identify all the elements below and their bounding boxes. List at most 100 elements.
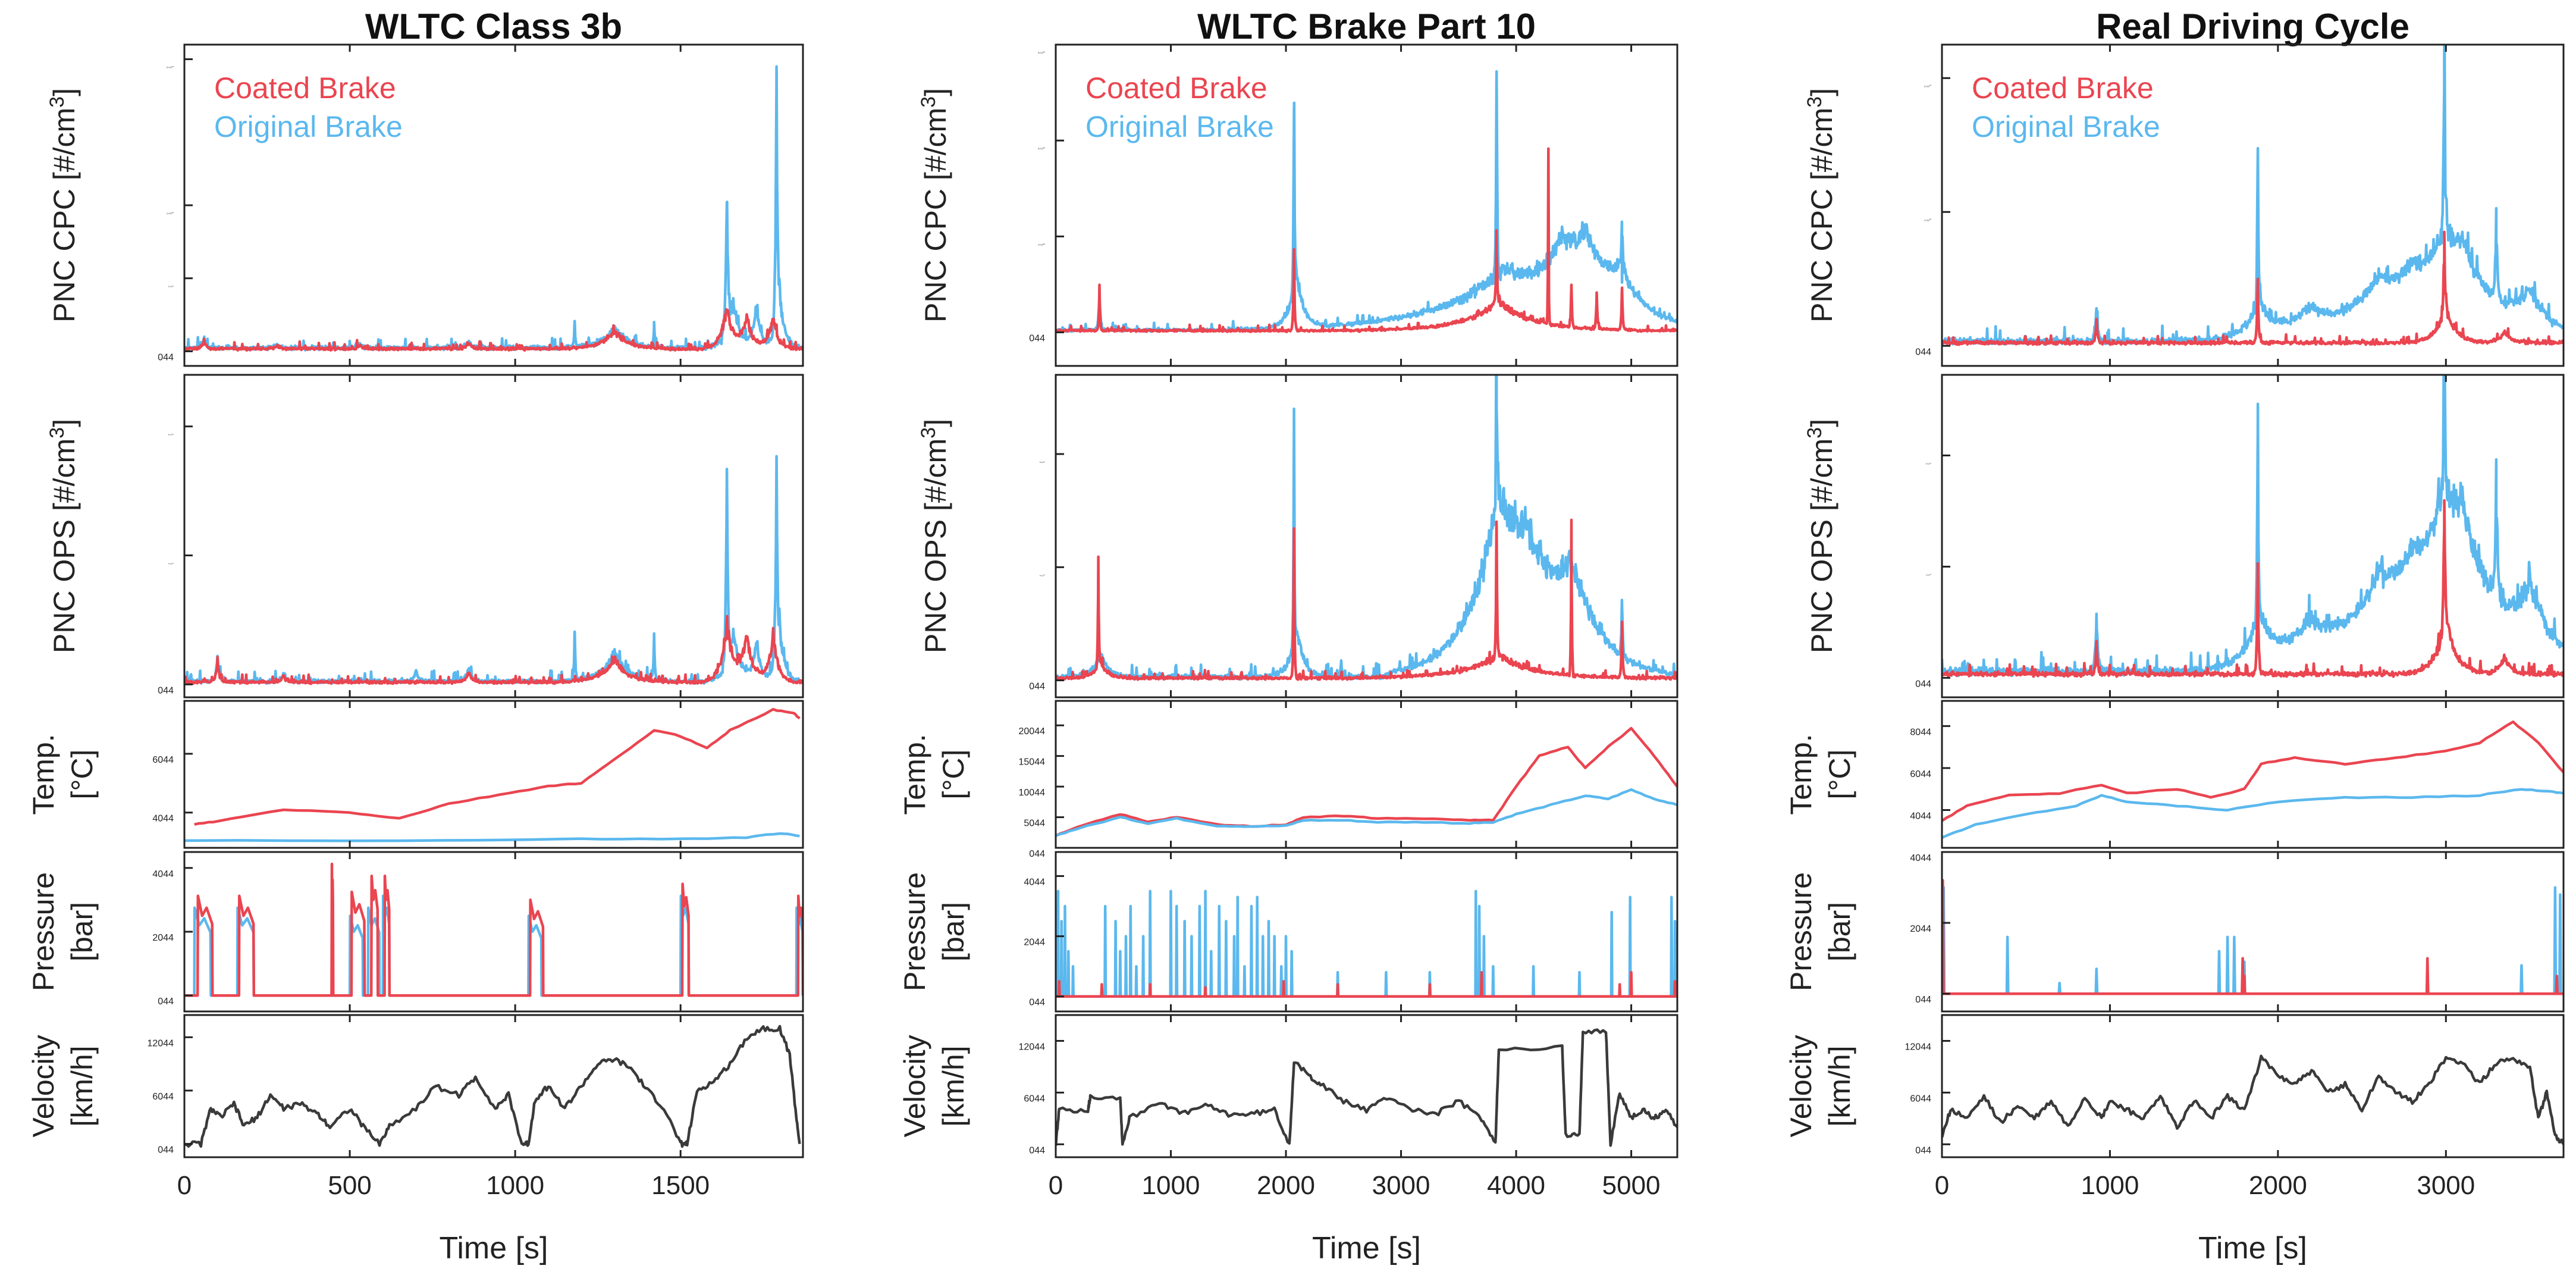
y-tick-label-exponent: 44 (1044, 575, 1046, 576)
y-tick-label-mantissa: 0 (1915, 347, 1921, 357)
y-axis-label-bracket: ] (48, 419, 81, 427)
y-axis-label-bracket: ] (919, 419, 952, 427)
y-tick-label-mantissa: 60 (1910, 769, 1921, 779)
y-tick-label-exponent: 44 (172, 211, 174, 214)
panel-frame (1941, 700, 2565, 849)
panel-frame (1941, 374, 2565, 698)
y-axis-label-unit: [°C] (65, 750, 99, 800)
y-tick-label-exponent: 44 (163, 933, 174, 943)
x-tick-label: 0 (177, 1171, 192, 1200)
y-tick-label-mantissa: 80 (1910, 727, 1921, 737)
y-tick-label: 12044 (1905, 1042, 1932, 1052)
series-line-coated-brake (1056, 971, 1677, 998)
series-line-coated-brake (1942, 879, 2564, 995)
y-axis-label-exponent: 3 (917, 96, 940, 108)
y-axis-label: Velocity (1784, 1035, 1818, 1137)
y-tick-label-mantissa: 3×10 (1038, 51, 1044, 54)
y-tick-label: 1×1044 (1038, 243, 1046, 246)
y-tick-label-exponent: 44 (1921, 727, 1931, 737)
y-tick-label-mantissa: 0 (1029, 681, 1034, 691)
series-group (184, 862, 803, 997)
y-tick-label-exponent: 44 (1034, 1145, 1045, 1155)
y-tick-label: 8×1044 (1926, 463, 1932, 465)
series-line-original-brake (184, 894, 803, 997)
series-line-coated-brake (184, 615, 803, 685)
y-axis-label: PNC CPC [#/cm3] (46, 88, 81, 322)
series-group (184, 65, 803, 352)
panel-frame (1055, 851, 1678, 1013)
y-tick-label: 6044 (1910, 1094, 1931, 1104)
y-tick-label-exponent: 44 (1930, 463, 1932, 464)
x-tick-label: 1000 (2081, 1171, 2139, 1200)
y-axis-label-text: PNC OPS [#/cm (919, 438, 952, 653)
y-tick-label: 2044 (1910, 924, 1931, 934)
x-tick-label: 3000 (1372, 1171, 1430, 1200)
y-tick-label-mantissa: 0 (158, 997, 163, 1007)
y-axis-label-exponent: 3 (917, 427, 940, 438)
y-tick-label-mantissa: 20 (1024, 938, 1034, 948)
y-tick-label-mantissa: 40 (1910, 811, 1921, 821)
y-tick-label: 6044 (152, 1092, 174, 1102)
panel-frame (183, 851, 804, 1013)
y-tick-label-exponent: 44 (163, 352, 174, 362)
y-tick-label-exponent: 44 (1034, 681, 1045, 691)
series-group (1942, 45, 2564, 346)
y-tick-label-exponent: 44 (163, 997, 174, 1007)
y-tick-label-mantissa: 40 (152, 869, 163, 879)
series-group (184, 1025, 801, 1148)
series-line-velocity (1056, 1028, 1677, 1147)
series-line-original-brake (184, 832, 800, 842)
y-tick-label-exponent: 44 (172, 563, 174, 564)
y-tick-label-mantissa: 60 (152, 755, 163, 765)
y-axis-label-text: PNC CPC [#/cm (48, 108, 81, 322)
chart-title: Real Driving Cycle (2096, 7, 2409, 46)
y-tick-label: 1×1044 (1924, 218, 1932, 222)
series-line-original-brake (1056, 788, 1677, 837)
y-tick-label-exponent: 44 (1921, 347, 1931, 357)
chart-title: WLTC Class 3b (365, 7, 622, 46)
y-tick-label: 4×1044 (168, 563, 174, 565)
y-tick-label-exponent: 44 (163, 755, 174, 765)
panel-frame (1941, 1014, 2565, 1158)
y-tick-label: 4044 (152, 814, 174, 824)
y-tick-label-exponent: 44 (163, 685, 174, 696)
y-tick-label-mantissa: 0 (1029, 998, 1034, 1008)
y-tick-label-exponent: 44 (1034, 849, 1045, 859)
y-axis-label-unit: [°C] (1823, 750, 1856, 800)
series-line-coated-brake (1942, 499, 2564, 678)
y-axis-label-unit: [km/h] (1823, 1045, 1856, 1126)
y-tick-label-exponent: 44 (172, 434, 174, 436)
y-axis-label-text: PNC OPS [#/cm (1805, 438, 1838, 653)
y-axis-label-text: PNC CPC [#/cm (1805, 108, 1838, 322)
x-tick-label: 3000 (2417, 1171, 2475, 1200)
y-axis-label-unit: [km/h] (937, 1045, 970, 1126)
y-axis-label-exponent: 3 (1803, 96, 1826, 108)
y-tick-label-exponent: 44 (1921, 679, 1931, 689)
series-line-coated-brake (1056, 726, 1677, 837)
panel-frame (1055, 374, 1678, 698)
y-tick-label: 12044 (1019, 1042, 1046, 1052)
series-group (1056, 375, 1677, 681)
y-tick-label-exponent: 44 (1921, 811, 1931, 821)
y-tick-label: 15044 (1019, 757, 1046, 768)
y-tick-label-exponent: 44 (172, 65, 174, 68)
y-tick-label-mantissa: 8×10 (1040, 461, 1044, 463)
y-tick-label: 044 (1029, 1145, 1045, 1155)
y-tick-label: 044 (158, 352, 174, 362)
y-tick-label-mantissa: 4×10 (168, 563, 172, 565)
x-tick-label: 500 (328, 1171, 371, 1200)
y-tick-label-mantissa: 2×10 (167, 66, 172, 69)
x-tick-label: 0 (1935, 1171, 1949, 1200)
x-tick-label: 1000 (1142, 1171, 1200, 1200)
legend-original: Original Brake (1085, 110, 1274, 143)
y-tick-label-exponent: 44 (1034, 757, 1045, 768)
y-tick-label-mantissa: 0 (158, 1145, 163, 1155)
panel-frame (1055, 700, 1678, 849)
y-tick-label-exponent: 44 (1921, 769, 1931, 779)
